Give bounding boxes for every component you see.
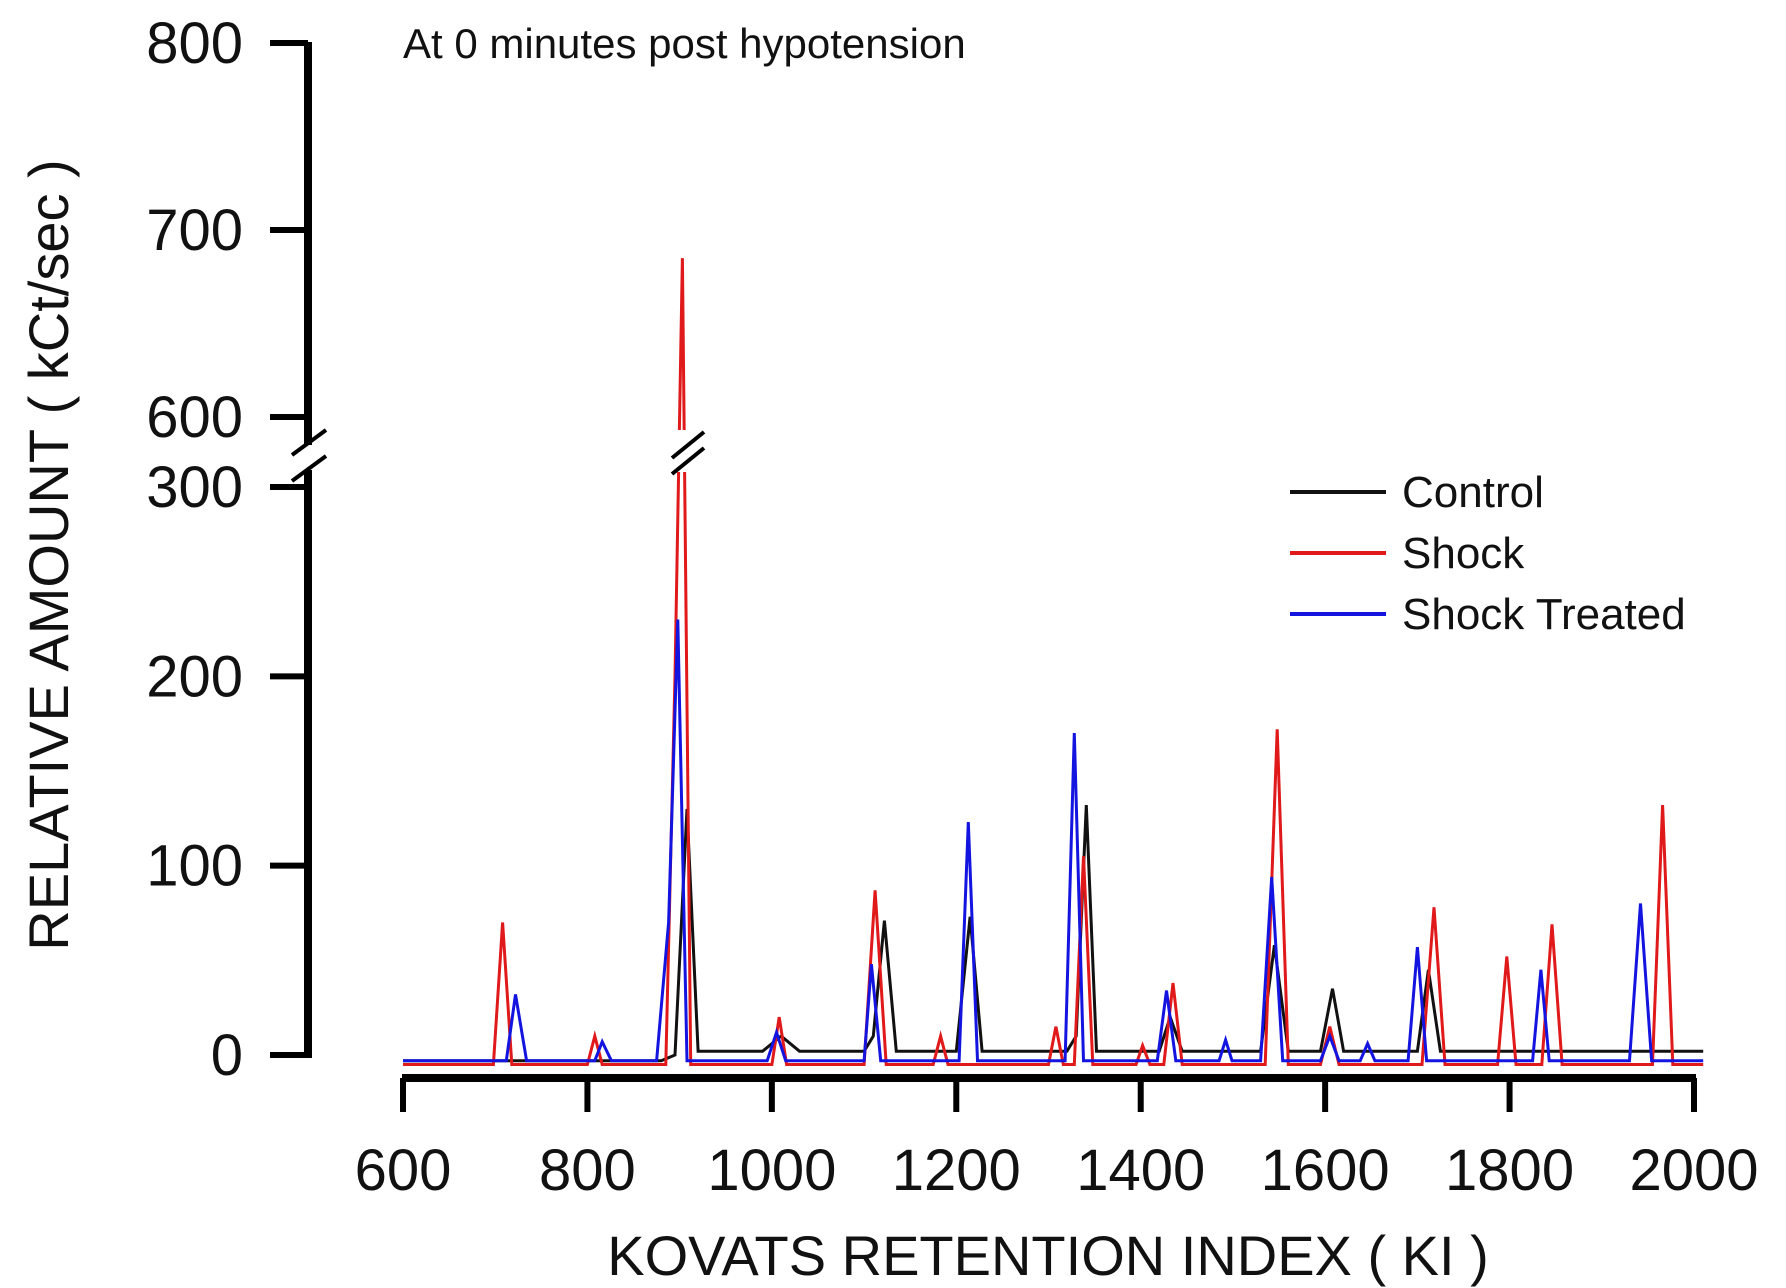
y-axis-title: RELATIVE AMOUNT ( kCt/sec ) <box>17 159 80 950</box>
y-tick-label: 0 <box>211 1023 243 1088</box>
x-tick-label: 600 <box>355 1138 452 1203</box>
y-tick-label: 200 <box>146 644 243 709</box>
x-tick-label: 2000 <box>1629 1138 1758 1203</box>
y-axis-break-mark <box>290 454 328 483</box>
y-axis-break-mark <box>290 428 328 457</box>
series-line-shock-treated <box>403 619 1704 1063</box>
x-tick-label: 800 <box>539 1138 636 1203</box>
legend-label: Shock Treated <box>1402 590 1686 639</box>
y-tick-label: 300 <box>146 455 243 520</box>
x-tick-label: 1200 <box>892 1138 1021 1203</box>
x-tick-label: 1800 <box>1445 1138 1574 1203</box>
x-tick-label: 1600 <box>1261 1138 1390 1203</box>
y-tick-label: 100 <box>146 834 243 899</box>
x-tick-label: 1400 <box>1076 1138 1205 1203</box>
y-tick-label: 800 <box>146 11 243 76</box>
y-tick-label: 600 <box>146 385 243 450</box>
series-break-mark <box>668 430 708 476</box>
x-tick-label: 1000 <box>707 1138 836 1203</box>
series-line-shock <box>403 258 1704 1066</box>
legend-label: Control <box>1402 468 1544 517</box>
x-axis-title: KOVATS RETENTION INDEX ( KI ) <box>607 1224 1489 1287</box>
y-tick-label: 700 <box>146 198 243 263</box>
x-ticks: 600 800 1000 1200 1400 1600 1800 2000 <box>355 1078 1759 1203</box>
legend: Control Shock Shock Treated <box>1290 468 1686 639</box>
legend-label: Shock <box>1402 529 1525 578</box>
chart-subtitle: At 0 minutes post hypotension <box>403 20 966 67</box>
plot-lines <box>403 258 1704 1066</box>
series-line-control <box>403 805 1704 1063</box>
